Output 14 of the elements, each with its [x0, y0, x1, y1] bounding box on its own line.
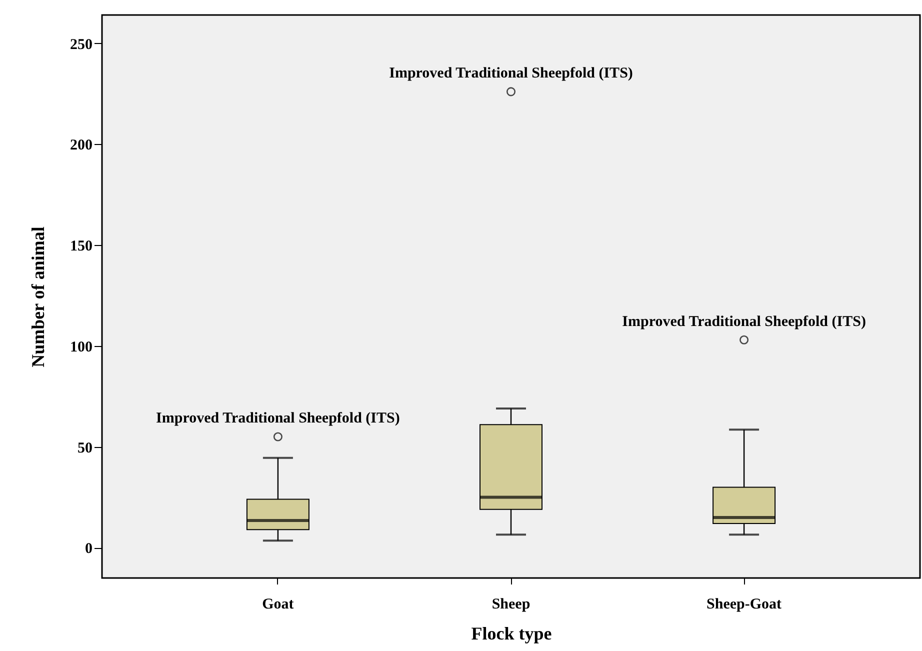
x-tick-label: Sheep-Goat [706, 596, 782, 612]
x-axis-title: Flock type [471, 624, 552, 644]
y-tick-label: 250 [70, 36, 92, 53]
y-tick-label: 0 [85, 541, 92, 558]
annotation: Improved Traditional Sheepfold (ITS) [156, 410, 400, 427]
y-axis-title: Number of animal [28, 226, 48, 368]
y-tick-label: 50 [78, 440, 92, 456]
x-tick-label: Sheep [492, 596, 530, 612]
annotation: Improved Traditional Sheepfold (ITS) [389, 66, 633, 82]
y-tick-label: 100 [70, 339, 92, 356]
y-tick-label: 150 [70, 238, 92, 255]
y-tick-label: 200 [70, 138, 92, 154]
annotation: Improved Traditional Sheepfold (ITS) [622, 314, 866, 330]
x-tick-label: Goat [262, 596, 294, 612]
